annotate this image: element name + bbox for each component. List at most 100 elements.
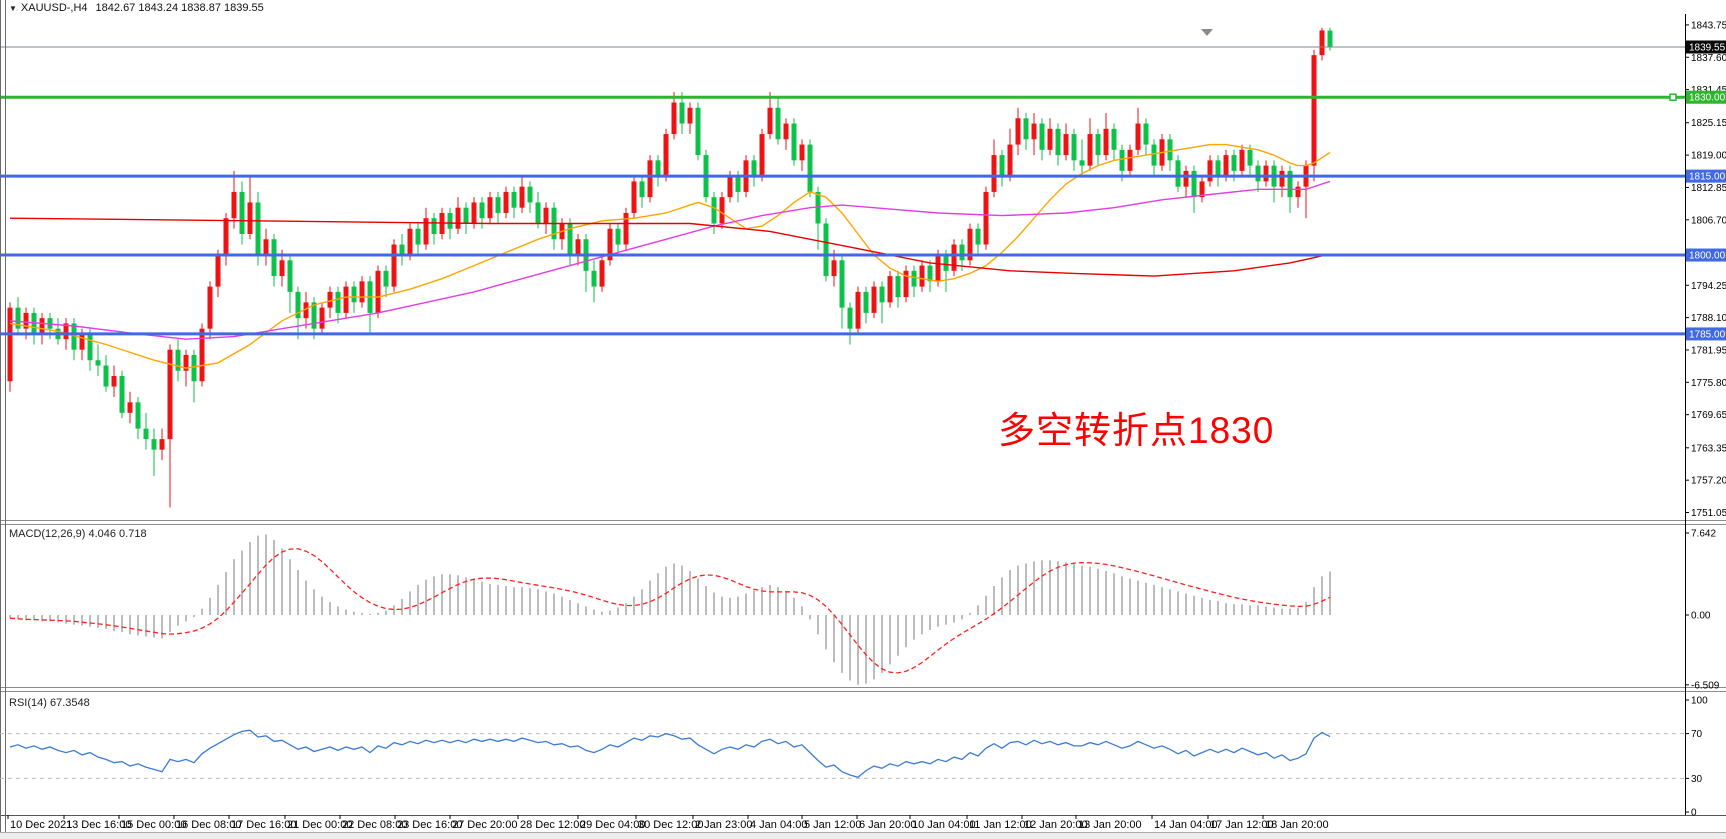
time-tick-label: 2 Jan 23:00 <box>695 819 753 831</box>
time-tick-label: 6 Jan 20:00 <box>859 819 917 831</box>
time-tick-label: 17 Dec 16:00 <box>231 819 296 831</box>
candle <box>407 228 413 256</box>
candle <box>959 244 965 261</box>
candle <box>103 365 109 387</box>
rsi-tick-label: 0 <box>1691 808 1697 819</box>
time-tick-label: 5 Jan 12:00 <box>804 819 862 831</box>
candle <box>247 202 253 234</box>
candle <box>1063 134 1069 156</box>
candle <box>399 244 405 256</box>
candle <box>687 107 693 124</box>
rsi-pane: 100 70 30 0 <box>0 696 1708 819</box>
candle <box>847 307 853 329</box>
candle <box>799 144 805 161</box>
candle <box>87 333 93 361</box>
candle <box>159 439 165 450</box>
hline-1830-handle[interactable] <box>1669 93 1677 101</box>
candle <box>383 270 389 287</box>
candle <box>7 307 13 382</box>
time-tick-label: 15 Dec 00:00 <box>121 819 186 831</box>
candle <box>879 286 885 303</box>
candle <box>711 197 717 224</box>
price-tick-label: 1788.10 <box>1691 313 1726 324</box>
candle <box>1031 123 1037 140</box>
candle <box>1151 144 1157 166</box>
chart-shift-marker-icon[interactable] <box>1201 29 1213 36</box>
candle <box>991 155 997 192</box>
candle <box>487 197 493 219</box>
rsi-tick-label: 70 <box>1691 729 1703 740</box>
price-tick-label: 1837.60 <box>1691 53 1726 64</box>
candle <box>191 354 197 382</box>
candle <box>599 260 605 287</box>
time-tick-label: 21 Dec 00:00 <box>287 819 352 831</box>
time-tick-label: 27 Dec 20:00 <box>452 819 517 831</box>
candle <box>327 291 333 308</box>
candle <box>1255 165 1261 182</box>
candle <box>287 260 293 292</box>
candle <box>423 218 429 245</box>
candle <box>503 191 509 213</box>
rsi-tick-label: 100 <box>1691 696 1708 707</box>
price-tick-label: 1819.00 <box>1691 151 1726 162</box>
candle <box>351 286 357 303</box>
candle <box>1263 165 1269 182</box>
candle <box>1231 155 1237 171</box>
candle <box>455 207 461 229</box>
candle <box>1207 160 1213 182</box>
candle <box>1047 128 1053 150</box>
candle <box>807 144 813 192</box>
candle <box>1191 170 1197 198</box>
candle <box>1039 123 1045 150</box>
price-tick-label: 1831.45 <box>1691 85 1726 96</box>
candle <box>303 302 309 319</box>
price-marker-label: 1800.00 <box>1689 251 1726 262</box>
candle <box>343 286 349 313</box>
candle <box>1007 144 1013 177</box>
candle <box>527 186 533 203</box>
candle <box>359 281 365 303</box>
candle <box>719 197 725 224</box>
candle <box>1071 134 1077 161</box>
candle <box>1127 149 1133 171</box>
macd-pane: 7.642 0.00 -6.509 <box>9 529 1720 691</box>
candle <box>575 239 581 256</box>
candle <box>935 255 941 282</box>
price-axis[interactable]: 1843.75 1837.60 1831.45 1825.15 1819.00 1812.… <box>1685 20 1726 519</box>
time-tick-label: 10 Dec 2021 <box>10 819 72 831</box>
candle <box>943 255 949 271</box>
macd-tick-label: -6.509 <box>1691 680 1720 691</box>
candle <box>671 102 677 135</box>
candle <box>535 202 541 224</box>
candle <box>1311 55 1317 166</box>
candle <box>143 428 149 440</box>
candle <box>975 228 981 245</box>
price-marker-label: 1815.00 <box>1689 172 1726 183</box>
candle <box>751 160 757 177</box>
candle <box>151 439 157 450</box>
candle <box>903 270 909 298</box>
price-tick-label: 1751.05 <box>1691 508 1726 519</box>
candle <box>839 260 845 308</box>
candle <box>1023 118 1029 140</box>
candle <box>759 134 765 177</box>
candle <box>727 176 733 198</box>
candle <box>919 265 925 287</box>
candle <box>967 228 973 261</box>
annotation-text[interactable]: 多空转折点1830 <box>998 410 1275 451</box>
candle <box>79 333 85 350</box>
candle <box>1119 149 1125 171</box>
candle <box>1223 155 1229 177</box>
price-marker-label: 1839.55 <box>1689 43 1726 54</box>
time-tick-label: 28 Dec 12:00 <box>520 819 585 831</box>
candle <box>1199 181 1205 198</box>
time-tick-label: 12 Jan 20:00 <box>1024 819 1088 831</box>
candle <box>127 402 133 413</box>
symbol-dropdown-icon[interactable]: ▼ <box>9 4 17 13</box>
candle <box>15 307 21 329</box>
time-tick-label: 16 Dec 08:00 <box>176 819 241 831</box>
candle <box>639 181 645 198</box>
